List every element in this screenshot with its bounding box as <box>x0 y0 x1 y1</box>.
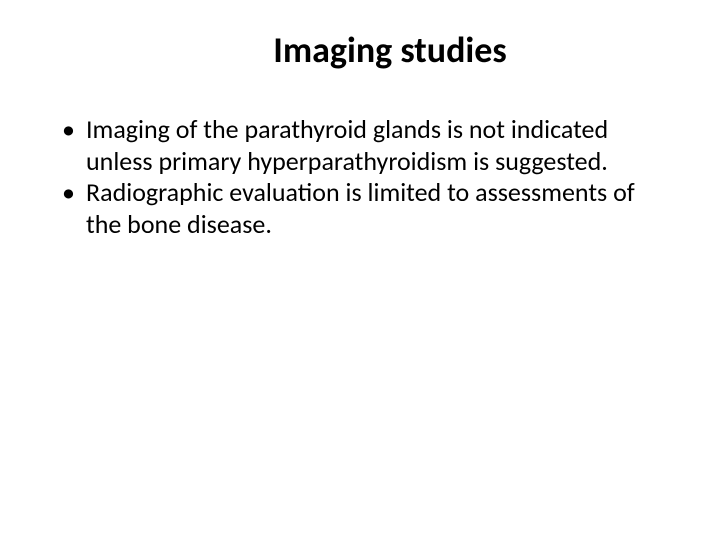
slide-title: Imaging studies <box>58 28 662 72</box>
bullet-item: Imaging of the parathyroid glands is not… <box>58 114 662 177</box>
bullet-item: Radiographic evaluation is limited to as… <box>58 177 662 240</box>
bullet-list: Imaging of the parathyroid glands is not… <box>58 114 662 241</box>
slide-container: Imaging studies Imaging of the parathyro… <box>0 0 720 540</box>
